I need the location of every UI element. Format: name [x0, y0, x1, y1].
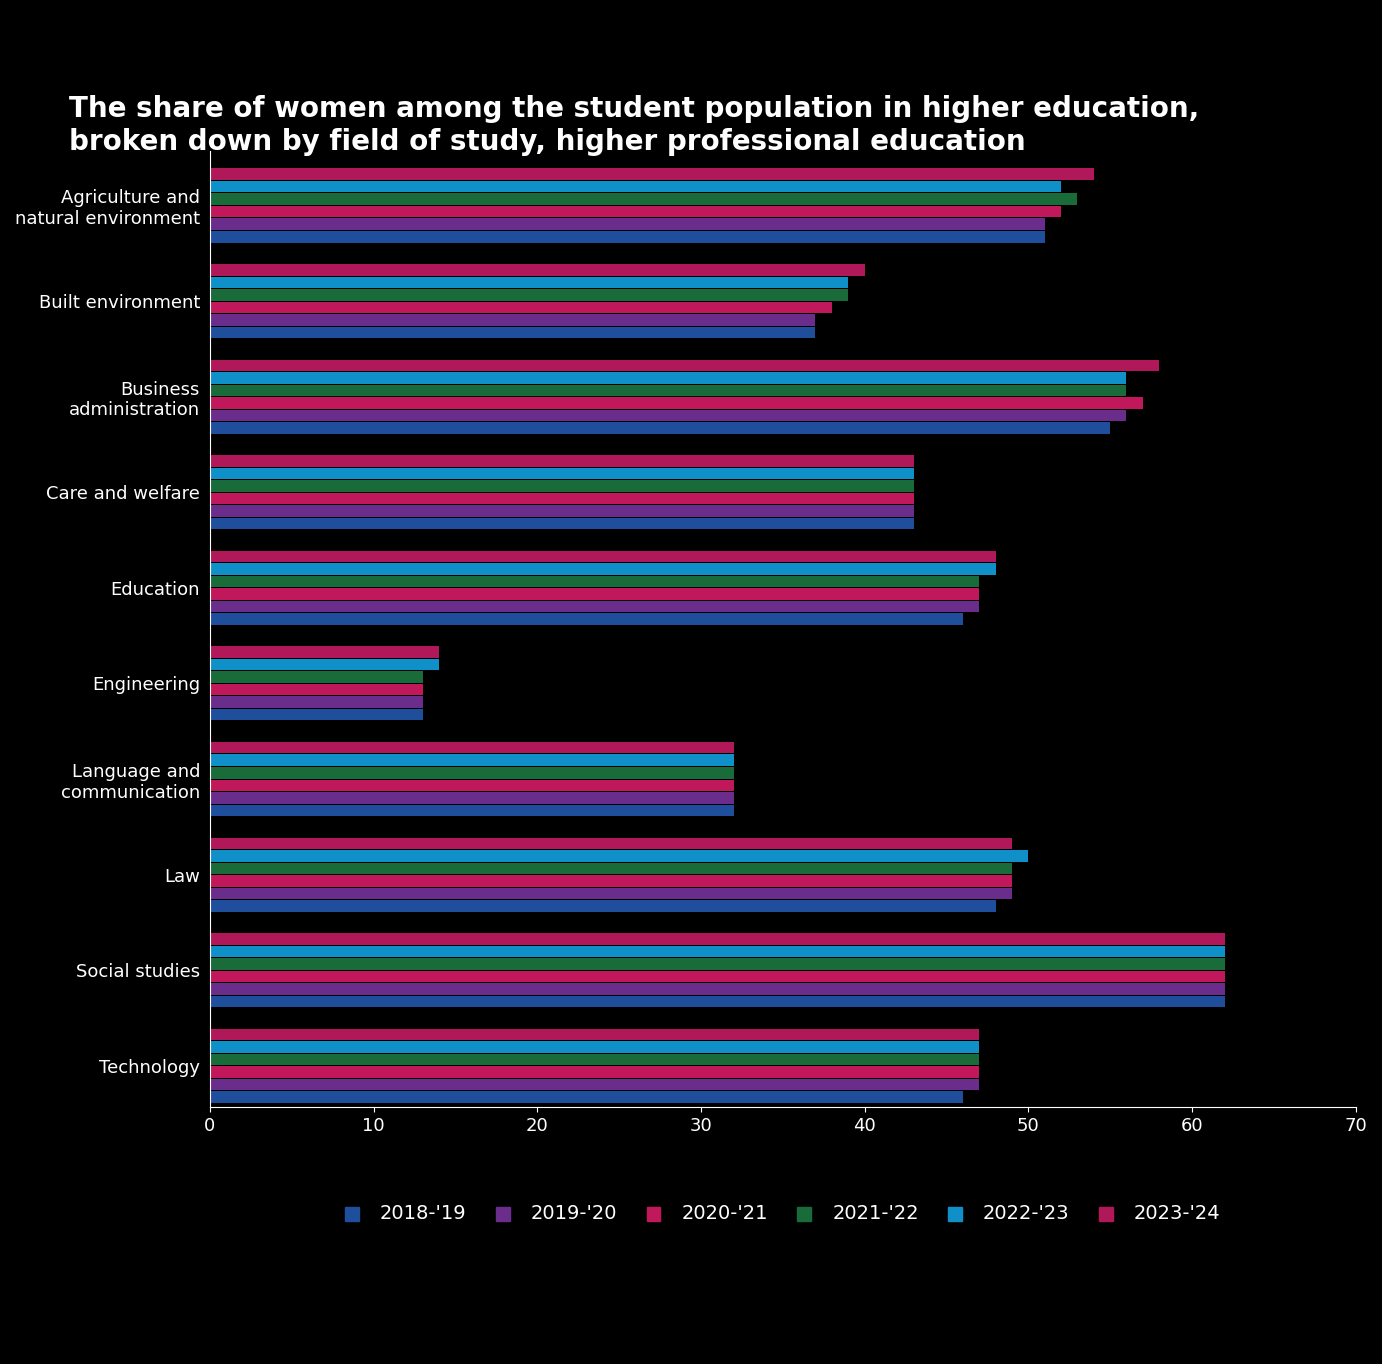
Bar [210, 958, 1224, 970]
Bar [210, 360, 1159, 371]
Bar [210, 505, 914, 517]
Bar [210, 289, 849, 300]
Bar [210, 996, 1224, 1007]
Bar [210, 805, 734, 816]
Bar [210, 518, 914, 529]
Bar [210, 862, 1012, 874]
Bar [210, 301, 832, 314]
Bar [210, 468, 914, 479]
Bar [210, 326, 815, 338]
Legend: 2018-'19, 2019-'20, 2020-'21, 2021-'22, 2022-'23, 2023-'24: 2018-'19, 2019-'20, 2020-'21, 2021-'22, … [336, 1194, 1230, 1232]
Bar [210, 983, 1224, 994]
Bar [210, 1067, 980, 1078]
Bar [210, 423, 1110, 434]
Bar [210, 397, 1143, 409]
Bar [210, 876, 1012, 887]
Bar [210, 1079, 980, 1090]
Bar [210, 314, 815, 326]
Bar [210, 971, 1224, 982]
Bar [210, 647, 439, 657]
Bar [210, 385, 1126, 396]
Bar [210, 614, 963, 625]
Bar [210, 754, 734, 767]
Bar [210, 709, 423, 720]
Bar [210, 945, 1224, 958]
Text: The share of women among the student population in higher education,
broken down: The share of women among the student pop… [69, 95, 1200, 155]
Bar [210, 588, 980, 600]
Bar [210, 480, 914, 492]
Bar [210, 409, 1126, 421]
Bar [210, 742, 734, 753]
Bar [210, 551, 995, 562]
Bar [210, 1041, 980, 1053]
Bar [210, 850, 1028, 862]
Bar [210, 563, 995, 574]
Bar [210, 659, 439, 670]
Bar [210, 602, 980, 612]
Bar [210, 697, 423, 708]
Bar [210, 218, 1045, 231]
Bar [210, 231, 1045, 243]
Bar [210, 576, 980, 588]
Bar [210, 456, 914, 466]
Bar [210, 265, 865, 276]
Bar [210, 671, 423, 683]
Bar [210, 767, 734, 779]
Bar [210, 792, 734, 803]
Bar [210, 181, 1061, 192]
Bar [210, 1054, 980, 1065]
Bar [210, 837, 1012, 848]
Bar [210, 492, 914, 505]
Bar [210, 683, 423, 696]
Bar [210, 168, 1093, 180]
Bar [210, 888, 1012, 899]
Bar [210, 206, 1061, 217]
Bar [210, 900, 995, 911]
Bar [210, 779, 734, 791]
Bar [210, 1091, 963, 1103]
Bar [210, 372, 1126, 383]
Bar [210, 1028, 980, 1041]
Bar [210, 194, 1078, 205]
Bar [210, 277, 849, 288]
Bar [210, 933, 1224, 945]
